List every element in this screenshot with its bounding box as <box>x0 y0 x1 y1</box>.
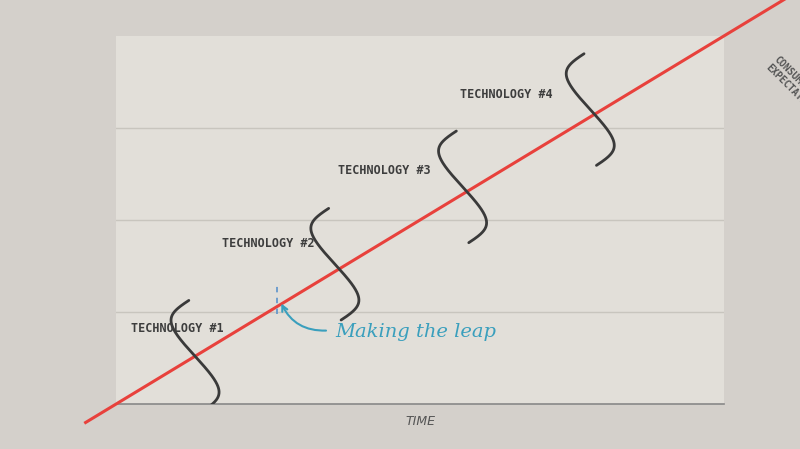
Text: TECHNOLOGY #2: TECHNOLOGY #2 <box>222 238 315 251</box>
Text: CONSUMER
EXPECTATIONS: CONSUMER EXPECTATIONS <box>764 54 800 119</box>
Text: TECHNOLOGY #4: TECHNOLOGY #4 <box>459 88 552 101</box>
X-axis label: TIME: TIME <box>405 415 435 428</box>
Text: TECHNOLOGY #1: TECHNOLOGY #1 <box>131 322 224 335</box>
Text: Making the leap: Making the leap <box>335 323 496 341</box>
Text: TECHNOLOGY #3: TECHNOLOGY #3 <box>338 164 430 177</box>
